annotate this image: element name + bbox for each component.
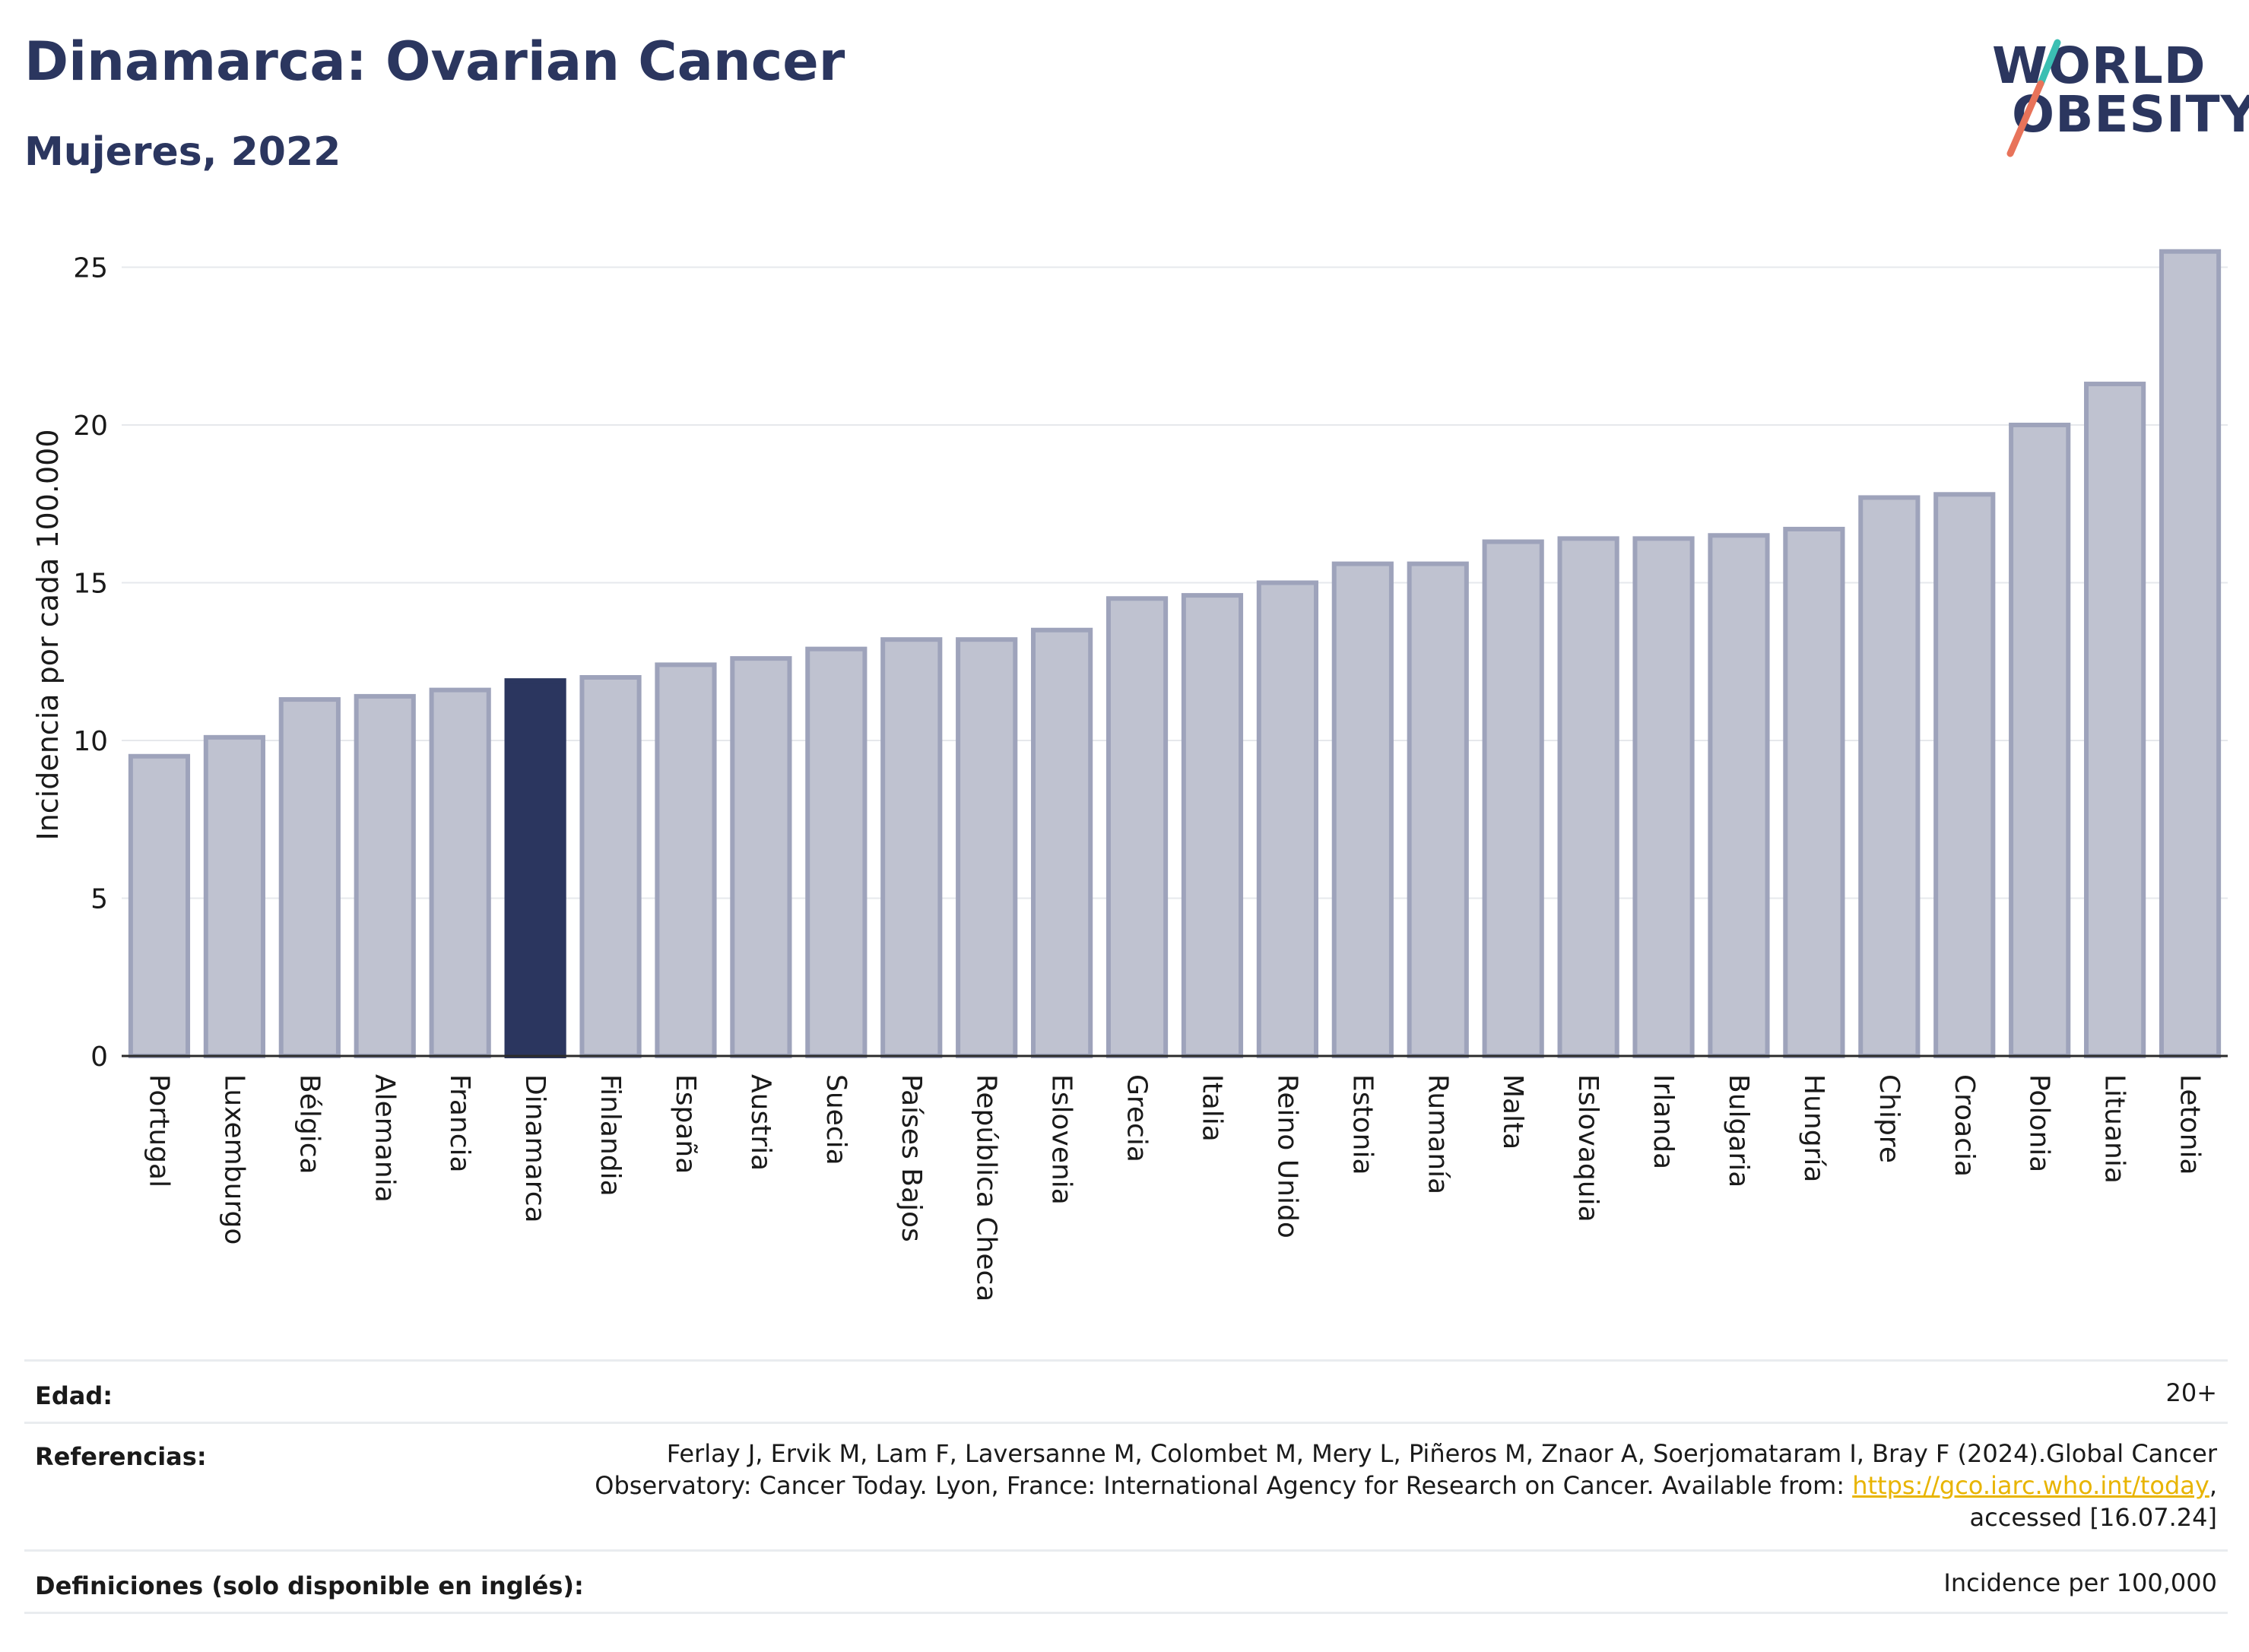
x-tick-label: Lituania <box>2099 1074 2130 1184</box>
x-tick-label: Letonia <box>2174 1074 2206 1175</box>
references-line2-end: , <box>2209 1471 2217 1500</box>
bar-estonia <box>1331 561 1394 1058</box>
x-tick-label: Reino Unido <box>1271 1074 1302 1238</box>
references-link[interactable]: https://gco.iarc.who.int/today <box>1852 1471 2209 1500</box>
references-label: Referencias: <box>35 1442 207 1471</box>
references-value: Ferlay J, Ervik M, Lam F, Laversanne M, … <box>468 1438 2217 1533</box>
x-tick-label: Irlanda <box>1648 1074 1679 1169</box>
bar-finlandia <box>579 675 642 1058</box>
x-tick-label: Eslovaquia <box>1572 1074 1603 1222</box>
references-line2-text: Observatory: Cancer Today. Lyon, France:… <box>595 1471 1853 1500</box>
logo-line1: WORLD <box>1992 36 2206 95</box>
meta-row-definitions: Definiciones (solo disponible en inglés)… <box>24 1549 2228 1614</box>
x-tick-label: Eslovenia <box>1046 1074 1077 1205</box>
x-tick-label: República Checa <box>971 1074 1002 1302</box>
x-tick-label: Chipre <box>1873 1074 1905 1163</box>
definitions-value: Incidence per 100,000 <box>1943 1568 2217 1597</box>
bar-francia <box>429 687 491 1058</box>
x-tick-label: Bélgica <box>293 1074 325 1175</box>
bar-alemania <box>354 693 416 1059</box>
x-tick-label: Hungría <box>1798 1074 1829 1182</box>
x-tick-label: Alemania <box>369 1074 400 1203</box>
x-tick-label: Bulgaria <box>1723 1074 1754 1187</box>
metadata-bottom-rule <box>24 1612 2228 1614</box>
world-obesity-logo: WORLD OBESITY <box>1977 20 2249 164</box>
chart-subtitle: Mujeres, 2022 <box>24 129 341 175</box>
x-tick-label: Austria <box>745 1074 776 1171</box>
bar-hungría <box>1783 526 1845 1058</box>
bar-chipre <box>1858 495 1921 1058</box>
age-value: 20+ <box>2165 1378 2217 1407</box>
bar-grecia <box>1105 596 1169 1058</box>
bar-eslovenia <box>1031 627 1093 1058</box>
y-tick-label: 10 <box>73 726 108 757</box>
age-label: Edad: <box>35 1381 113 1410</box>
meta-row-references: Referencias: Ferlay J, Ervik M, Lam F, L… <box>24 1422 2228 1552</box>
bar-portugal <box>128 753 191 1058</box>
bar-chart: 0 5 10 15 20 25 Portugal Luxemburgo Bélgica Alema… <box>31 249 2228 1302</box>
y-tick-label: 25 <box>73 253 108 284</box>
bar-italia <box>1181 593 1244 1058</box>
x-tick-label: España <box>670 1074 701 1174</box>
bar-austria <box>730 656 792 1058</box>
y-tick-label: 15 <box>73 569 108 600</box>
logo-line2: OBESITY <box>2012 85 2249 144</box>
chart-title: Dinamarca: Ovarian Cancer <box>24 30 845 93</box>
y-tick-label: 0 <box>90 1042 108 1073</box>
x-tick-label: Rumanía <box>1422 1074 1453 1194</box>
bars <box>128 249 2222 1059</box>
bar-españa <box>655 662 717 1058</box>
x-tick-label: Croacia <box>1949 1074 1980 1177</box>
bar-dinamarca <box>504 678 566 1059</box>
x-tick-label: Polonia <box>2024 1074 2055 1172</box>
y-tick-label: 20 <box>73 411 108 442</box>
bar-luxemburgo <box>203 734 265 1058</box>
bar-lituania <box>2084 382 2146 1058</box>
metadata-table: Edad: 20+ Referencias: Ferlay J, Ervik M… <box>24 1359 2228 1610</box>
references-line3: accessed [16.07.24] <box>1969 1503 2217 1532</box>
y-tick-label: 5 <box>90 884 108 915</box>
references-line1: Ferlay J, Ervik M, Lam F, Laversanne M, … <box>666 1439 2217 1468</box>
y-axis-label: Incidencia por cada 100.000 <box>31 429 65 840</box>
bar-letonia <box>2159 249 2222 1058</box>
x-tick-label: Francia <box>444 1074 475 1173</box>
bar-eslovaquia <box>1557 536 1619 1058</box>
bar-polonia <box>2009 423 2071 1058</box>
definitions-label: Definiciones (solo disponible en inglés)… <box>35 1571 584 1600</box>
bar-bélgica <box>278 697 341 1058</box>
meta-row-age: Edad: 20+ <box>24 1359 2228 1424</box>
bar-malta <box>1482 539 1544 1058</box>
x-tick-label: Portugal <box>143 1074 174 1187</box>
x-tick-label: Italia <box>1196 1074 1227 1142</box>
bar-irlanda <box>1632 536 1695 1058</box>
x-tick-label: Malta <box>1497 1074 1528 1149</box>
x-tick-label: Países Bajos <box>896 1074 927 1242</box>
bar-suecia <box>805 646 868 1058</box>
bar-croacia <box>1933 492 1996 1058</box>
x-tick-label: Finlandia <box>595 1074 626 1197</box>
bar-reino-unido <box>1256 580 1318 1058</box>
bar-bulgaria <box>1708 533 1770 1058</box>
x-tick-label: Luxemburgo <box>218 1074 249 1245</box>
bar-república-checa <box>956 637 1018 1058</box>
references-line2: Observatory: Cancer Today. Lyon, France:… <box>468 1470 2217 1501</box>
logo-slash-icon <box>2006 39 2061 157</box>
x-tick-label: Estonia <box>1347 1074 1378 1175</box>
bar-países-bajos <box>880 637 943 1058</box>
bar-rumanía <box>1407 561 1469 1058</box>
x-tick-label: Grecia <box>1121 1074 1153 1162</box>
x-tick-label: Dinamarca <box>519 1074 550 1223</box>
x-tick-label: Suecia <box>820 1074 852 1165</box>
axes: 0 5 10 15 20 25 Portugal Luxemburgo Bélgica Alema… <box>73 253 2228 1302</box>
